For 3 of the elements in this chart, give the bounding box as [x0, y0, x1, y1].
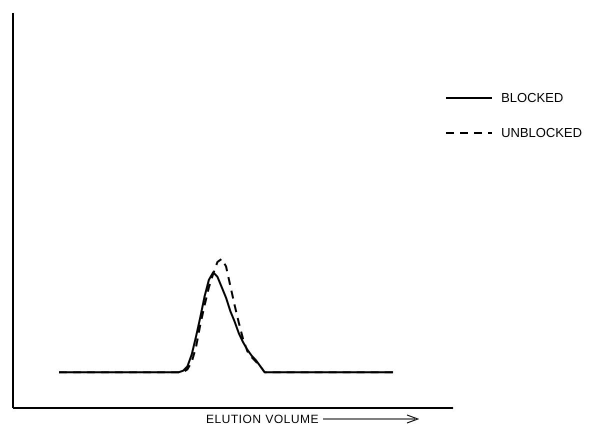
legend-label: BLOCKED	[501, 90, 564, 105]
x-axis-title: ELUTION VOLUME	[206, 412, 320, 426]
legend-label: UNBLOCKED	[501, 125, 582, 140]
